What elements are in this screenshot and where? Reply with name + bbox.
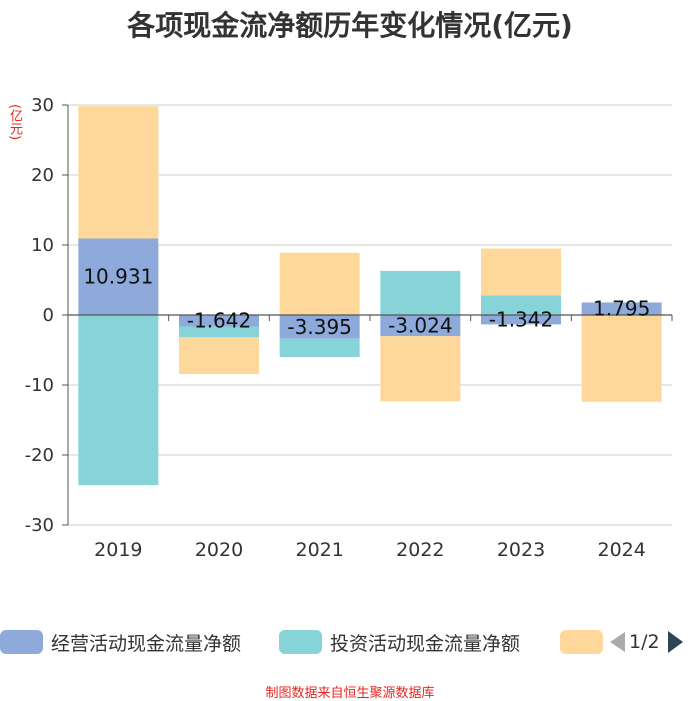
- legend-item-operating[interactable]: 经营活动现金流量净额: [0, 624, 241, 660]
- legend-swatch-investing: [279, 630, 322, 654]
- pager-next-icon[interactable]: [667, 631, 683, 653]
- legend-item-investing[interactable]: 投资活动现金流量净额: [279, 624, 520, 660]
- bar-investing-2019: [78, 315, 159, 486]
- x-tick-label: 2024: [597, 539, 645, 561]
- bar-investing-2023: [481, 295, 561, 315]
- y-tick-label: 0: [43, 305, 54, 326]
- data-label-2019: 10.931: [83, 265, 153, 289]
- bar-operating-2019: [78, 238, 159, 315]
- legend-label-investing: 投资活动现金流量净额: [330, 632, 521, 655]
- bar-operating-2020: [179, 315, 259, 327]
- x-tick-label: 2022: [396, 539, 444, 561]
- bar-investing-2021: [279, 338, 360, 357]
- bar-financing-2024: [581, 315, 662, 402]
- y-axis-unit-label: (亿元): [7, 104, 22, 141]
- legend-pager: 1/2: [610, 624, 683, 660]
- y-tick-label: -30: [25, 515, 54, 536]
- bar-financing-2023: [481, 248, 561, 296]
- bar-financing-2022: [380, 336, 461, 402]
- y-tick-label: 20: [31, 165, 54, 186]
- legend-label-operating: 经营活动现金流量净额: [51, 632, 242, 655]
- y-tick-label: 10: [31, 235, 54, 256]
- bar-operating-2022: [380, 315, 461, 337]
- bar-investing-2022: [380, 270, 461, 315]
- legend-item-financing[interactable]: [560, 624, 611, 660]
- data-label-2024: 1.795: [593, 297, 650, 321]
- y-tick-label: -20: [25, 445, 54, 466]
- x-tick-label: 2019: [94, 539, 142, 561]
- bar-financing-2021: [279, 252, 360, 315]
- bar-operating-2024: [581, 302, 662, 315]
- data-label-2021: -3.395: [287, 315, 351, 339]
- y-tick-label: 30: [31, 95, 54, 116]
- data-label-2022: -3.024: [388, 314, 452, 338]
- y-tick-label: -10: [25, 375, 54, 396]
- bar-financing-2019: [78, 106, 159, 239]
- legend-swatch-financing: [560, 630, 603, 654]
- legend: 经营活动现金流量净额 投资活动现金流量净额 1/2: [0, 624, 700, 660]
- legend-swatch-operating: [0, 630, 43, 654]
- x-tick-label: 2023: [497, 539, 545, 561]
- bar-operating-2021: [279, 315, 360, 339]
- chart-title: 各项现金流净额历年变化情况(亿元): [127, 9, 573, 42]
- x-tick-label: 2020: [195, 539, 243, 561]
- bar-investing-2020: [179, 326, 259, 337]
- bar-financing-2020: [179, 336, 259, 375]
- bar-operating-2023: [481, 315, 561, 325]
- source-footer: 制图数据来自恒生聚源数据库: [265, 686, 435, 701]
- data-label-2023: -1.342: [489, 308, 553, 332]
- pager-text: 1/2: [629, 631, 660, 653]
- data-label-2020: -1.642: [187, 309, 251, 333]
- pager-prev-icon[interactable]: [610, 632, 625, 652]
- x-tick-label: 2021: [295, 539, 343, 561]
